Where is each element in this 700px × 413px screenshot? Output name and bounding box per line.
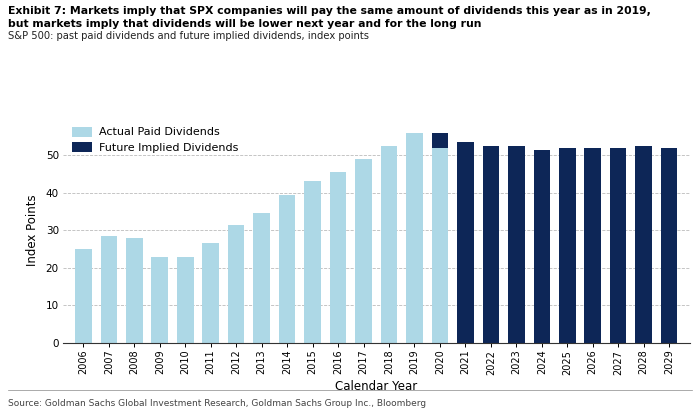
Bar: [508, 146, 524, 343]
Bar: [533, 150, 550, 343]
Bar: [584, 148, 601, 343]
Bar: [101, 236, 117, 343]
Bar: [610, 148, 627, 343]
Bar: [482, 146, 499, 343]
Bar: [636, 146, 652, 343]
Bar: [279, 195, 295, 343]
Text: but markets imply that dividends will be lower next year and for the long run: but markets imply that dividends will be…: [8, 19, 482, 28]
Y-axis label: Index Points: Index Points: [26, 195, 38, 266]
Bar: [559, 148, 575, 343]
Bar: [202, 243, 219, 343]
Text: Exhibit 7: Markets imply that SPX companies will pay the same amount of dividend: Exhibit 7: Markets imply that SPX compan…: [8, 6, 651, 16]
Bar: [406, 133, 423, 343]
Bar: [75, 249, 92, 343]
Text: Source: Goldman Sachs Global Investment Research, Goldman Sachs Group Inc., Bloo: Source: Goldman Sachs Global Investment …: [8, 399, 426, 408]
Bar: [126, 238, 143, 343]
Bar: [330, 172, 346, 343]
Bar: [253, 214, 270, 343]
Bar: [432, 148, 448, 343]
Bar: [432, 133, 448, 148]
Bar: [355, 159, 372, 343]
Bar: [661, 148, 678, 343]
X-axis label: Calendar Year: Calendar Year: [335, 380, 417, 393]
Bar: [304, 181, 321, 343]
Text: S&P 500: past paid dividends and future implied dividends, index points: S&P 500: past paid dividends and future …: [8, 31, 370, 41]
Bar: [177, 256, 193, 343]
Bar: [381, 146, 398, 343]
Legend: Actual Paid Dividends, Future Implied Dividends: Actual Paid Dividends, Future Implied Di…: [69, 123, 242, 156]
Bar: [457, 142, 474, 343]
Bar: [228, 225, 244, 343]
Bar: [151, 256, 168, 343]
